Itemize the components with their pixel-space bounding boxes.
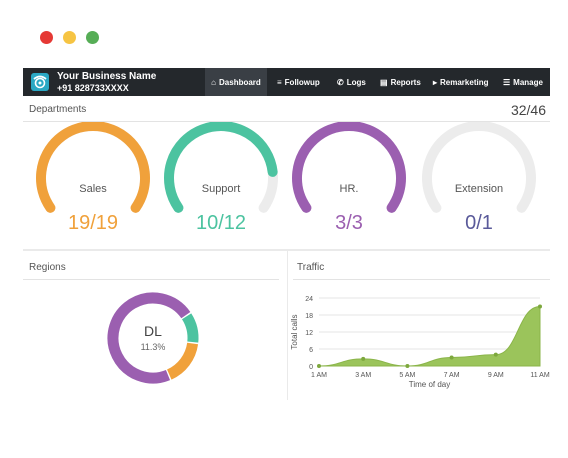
donut-segment (181, 313, 199, 343)
nav-label: Dashboard (219, 77, 261, 87)
gauge-sales-fill (36, 122, 150, 213)
business-name: Your Business Name (57, 71, 157, 82)
traffic-point (317, 364, 321, 368)
nav-label: Followup (284, 77, 320, 87)
gauge-hr-label: HR. (339, 183, 359, 195)
traffic-point (361, 356, 366, 361)
phone-icon: ✆ (337, 77, 344, 87)
dashboard-app: Your Business Name +91 828733XXXX ⌂ Dashb… (23, 68, 550, 400)
top-navbar: Your Business Name +91 828733XXXX ⌂ Dashb… (23, 68, 550, 96)
y-axis-label: Total calls (290, 314, 299, 349)
gauge-hr-fill (292, 122, 406, 213)
x-tick-label: 11 AM (530, 372, 549, 379)
gauge-sales-value: 19/19 (67, 212, 119, 234)
x-axis-label: Time of day (409, 380, 451, 389)
gauge-support-value: 10/12 (195, 212, 247, 234)
traffic-point (538, 304, 542, 309)
traffic-point (405, 364, 410, 368)
home-icon: ⌂ (211, 77, 217, 87)
gauge-sales-label: Sales (79, 183, 107, 195)
phone-logo-icon (31, 73, 49, 91)
window-yellow-dot (63, 31, 76, 44)
traffic-point (449, 355, 454, 360)
y-tick-label: 18 (305, 313, 313, 320)
traffic-point (493, 352, 498, 357)
panel-divider (287, 251, 288, 400)
regions-donut: DL 11.3% (107, 292, 199, 384)
x-tick-label: 1 AM (311, 372, 327, 379)
y-tick-label: 12 (305, 330, 313, 337)
regions-title: Regions (29, 262, 66, 273)
donut-center-label: DL (144, 323, 162, 339)
business-phone: +91 828733XXXX (57, 83, 129, 93)
menu-icon: ☰ (503, 77, 511, 87)
y-tick-label: 6 (309, 347, 313, 354)
nav-label: Reports (390, 77, 421, 87)
y-tick-label: 24 (305, 296, 313, 303)
gauge-extension-track (422, 122, 536, 213)
nav-label: Manage (513, 77, 543, 87)
donut-segment (166, 342, 199, 380)
x-tick-label: 3 AM (355, 372, 371, 379)
gauge-extension-label: Extension (454, 183, 504, 195)
donut-segment (107, 292, 191, 384)
list-icon: ≡ (277, 77, 282, 87)
traffic-chart: 0 6 12 18 24 1 AM 3 AM 5 AM 7 AM 9 AM 11 AM Time of… (290, 296, 550, 389)
x-tick-label: 7 AM (444, 372, 460, 379)
departments-total: 32/46 (510, 102, 546, 118)
department-gauges (36, 122, 536, 213)
megaphone-icon: ▸ (433, 77, 438, 87)
nav-logs[interactable]: ✆ Logs (337, 68, 366, 96)
gauge-extension-value: 0/1 (465, 212, 493, 234)
chart-icon: ▤ (380, 77, 388, 87)
y-tick-label: 0 (309, 364, 313, 371)
x-tick-label: 5 AM (399, 372, 415, 379)
nav-dashboard[interactable]: ⌂ Dashboard (205, 68, 267, 96)
departments-title: Departments (29, 104, 87, 115)
nav-label: Remarketing (440, 77, 489, 87)
divider (23, 279, 279, 280)
gauge-hr-value: 3/3 (335, 212, 363, 234)
traffic-title: Traffic (297, 262, 325, 273)
divider (23, 121, 550, 122)
x-tick-label: 9 AM (488, 372, 504, 379)
donut-center-value: 11.3% (141, 342, 166, 352)
window-red-dot (40, 31, 53, 44)
nav-reports[interactable]: ▤ Reports (380, 68, 421, 96)
nav-remarketing[interactable]: ▸ Remarketing (433, 68, 488, 96)
gauge-support-label: Support (201, 183, 241, 195)
nav-label: Logs (346, 77, 366, 87)
divider (23, 249, 550, 251)
nav-manage[interactable]: ☰ Manage (503, 68, 543, 96)
window-green-dot (86, 31, 99, 44)
divider (293, 279, 550, 280)
gauge-support-fill (164, 122, 278, 213)
nav-followup[interactable]: ≡ Followup (277, 68, 320, 96)
